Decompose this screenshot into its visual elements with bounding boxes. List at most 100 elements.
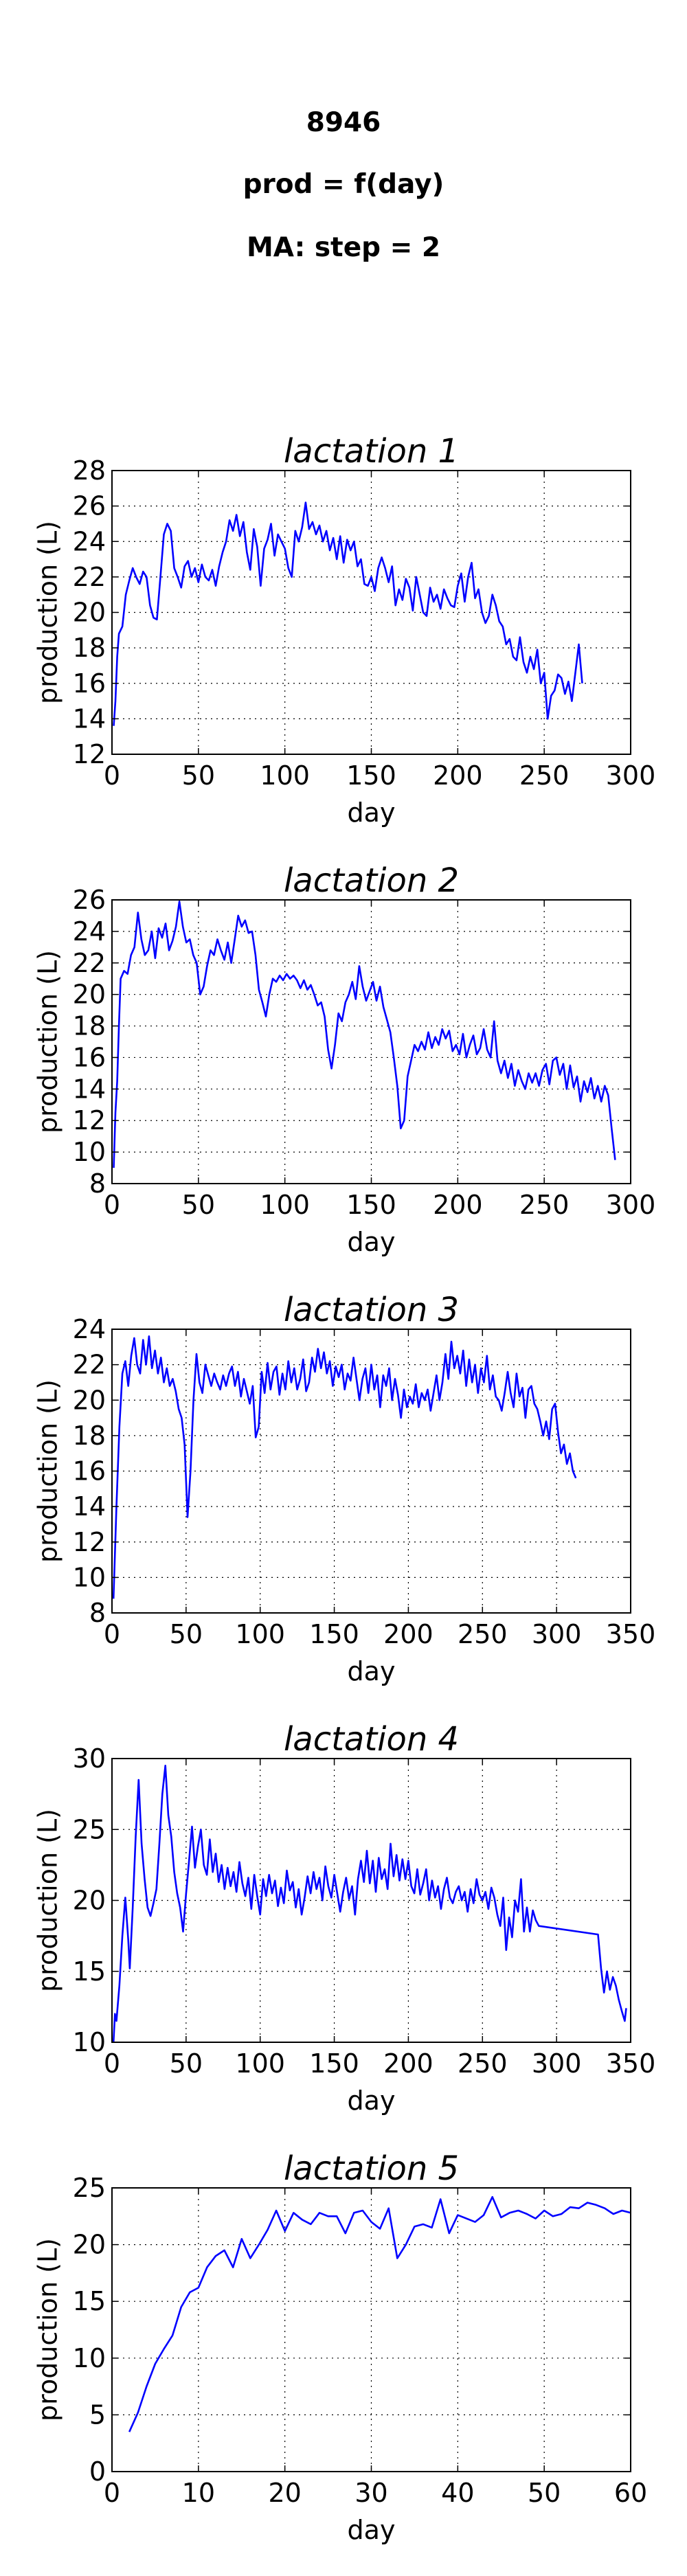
y-tick-label: 18 [73, 633, 106, 663]
y-tick-label: 10 [73, 1562, 106, 1592]
y-tick-label: 22 [73, 562, 106, 592]
chart-lactation-3: 0 50 100 150 200 250 300 350 8 10 12 14 16 18 20 22 24 la… [33, 1291, 656, 1686]
x-axis-label: day [348, 2515, 396, 2545]
figure-ma-step: MA: step = 2 [246, 232, 441, 263]
x-axis-label: day [348, 1227, 396, 1257]
x-tick-label: 100 [260, 760, 310, 791]
series-line-production [112, 1335, 577, 1599]
y-tick-label: 20 [73, 2230, 106, 2260]
x-tick-label: 50 [528, 2478, 561, 2508]
x-tick-label: 250 [519, 1190, 570, 1220]
x-tick-label: 100 [260, 1190, 310, 1220]
y-tick-label: 22 [73, 1350, 106, 1380]
x-tick-label: 30 [354, 2478, 387, 2508]
chart-lactation-1: 0 50 100 150 200 250 300 12 14 16 18 20 22 24 26 28 lact… [33, 432, 656, 828]
x-tick-label: 200 [433, 760, 483, 791]
y-axis-label: production (L) [33, 1379, 63, 1563]
x-tick-label: 200 [383, 2048, 433, 2079]
chart-lactation-4: 0 50 100 150 200 250 300 350 10 15 20 25 30 lactation… [33, 1720, 656, 2116]
chart-title: lactation 1 [284, 432, 459, 471]
y-tick-label: 8 [89, 1168, 106, 1199]
x-tick-label: 60 [614, 2478, 647, 2508]
chart-title: lactation 3 [284, 1291, 459, 1329]
y-tick-label: 14 [73, 1074, 106, 1104]
y-tick-label: 24 [73, 526, 106, 556]
y-tick-label: 20 [73, 598, 106, 628]
y-tick-label: 16 [73, 1456, 106, 1487]
y-tick-label: 10 [73, 2343, 106, 2373]
series-line-production [128, 2195, 631, 2432]
plot-frame [111, 2187, 631, 2472]
x-tick-label: 350 [606, 2048, 656, 2079]
series-line-production [113, 901, 616, 1168]
y-tick-label: 18 [73, 1421, 106, 1451]
x-tick-label: 200 [383, 1619, 433, 1649]
x-tick-label: 300 [532, 1619, 582, 1649]
x-tick-label: 50 [182, 760, 215, 791]
x-tick-label: 250 [458, 1619, 508, 1649]
x-axis-label: day [348, 798, 396, 828]
y-tick-label: 16 [73, 1042, 106, 1072]
y-tick-label: 12 [73, 1527, 106, 1557]
y-tick-label: 10 [73, 1137, 106, 1167]
y-tick-label: 20 [73, 980, 106, 1010]
y-axis-label: production (L) [33, 2238, 63, 2421]
y-tick-label: 18 [73, 1011, 106, 1041]
y-tick-label: 24 [73, 916, 106, 947]
y-tick-label: 26 [73, 885, 106, 915]
x-tick-label: 0 [104, 2048, 120, 2079]
y-tick-label: 8 [89, 1598, 106, 1628]
figure-id: 8946 [306, 107, 381, 138]
y-tick-label: 24 [73, 1314, 106, 1344]
x-tick-label: 0 [104, 2478, 120, 2508]
y-tick-label: 30 [73, 1743, 106, 1774]
x-tick-label: 300 [532, 2048, 582, 2079]
x-axis-label: day [348, 1656, 396, 1686]
x-tick-label: 300 [606, 1190, 656, 1220]
y-tick-label: 20 [73, 1886, 106, 1916]
y-tick-label: 14 [73, 1491, 106, 1522]
x-tick-label: 0 [104, 1619, 120, 1649]
y-tick-label: 25 [73, 1814, 106, 1844]
x-tick-label: 20 [268, 2478, 301, 2508]
x-tick-label: 100 [235, 1619, 285, 1649]
x-tick-label: 150 [309, 1619, 359, 1649]
chart-title: lactation 5 [284, 2149, 459, 2188]
y-tick-label: 20 [73, 1385, 106, 1415]
y-tick-label: 12 [73, 739, 106, 769]
y-axis-label: production (L) [33, 950, 63, 1133]
x-tick-label: 0 [104, 1190, 120, 1220]
y-tick-label: 15 [73, 2286, 106, 2316]
x-tick-label: 50 [182, 1190, 215, 1220]
y-tick-label: 22 [73, 948, 106, 978]
x-tick-label: 200 [433, 1190, 483, 1220]
x-tick-label: 350 [606, 1619, 656, 1649]
chart-title: lactation 2 [284, 861, 459, 900]
series-line-production [112, 1765, 627, 2043]
figure-formula: prod = f(day) [243, 169, 444, 200]
x-tick-label: 250 [519, 760, 570, 791]
y-tick-label: 12 [73, 1105, 106, 1136]
x-tick-label: 300 [606, 760, 656, 791]
y-tick-label: 14 [73, 703, 106, 734]
y-tick-label: 25 [73, 2173, 106, 2203]
x-tick-label: 50 [170, 1619, 203, 1649]
chart-title: lactation 4 [284, 1720, 459, 1759]
x-tick-label: 0 [104, 760, 120, 791]
x-tick-label: 40 [441, 2478, 474, 2508]
x-tick-label: 10 [182, 2478, 215, 2508]
y-tick-label: 28 [73, 455, 106, 486]
x-tick-label: 50 [170, 2048, 203, 2079]
y-axis-label: production (L) [33, 1809, 63, 1992]
y-tick-label: 5 [89, 2399, 106, 2430]
y-tick-label: 16 [73, 668, 106, 699]
y-tick-label: 0 [89, 2456, 106, 2487]
x-axis-label: day [348, 2086, 396, 2116]
x-tick-label: 150 [346, 1190, 396, 1220]
series-line-production [113, 501, 583, 726]
y-tick-label: 26 [73, 491, 106, 521]
x-tick-label: 150 [346, 760, 396, 791]
chart-lactation-5: 0 10 20 30 40 50 60 0 5 10 15 20 25 lactation 5 day pro… [33, 2149, 648, 2545]
